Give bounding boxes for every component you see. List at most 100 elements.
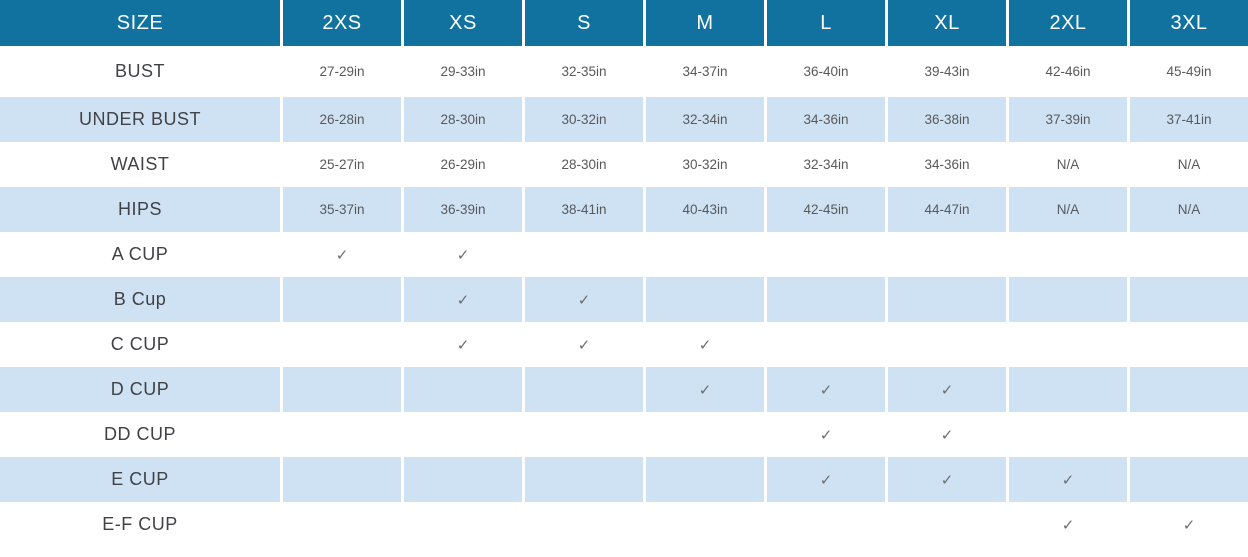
check-cell: ✓ (888, 367, 1006, 412)
check-cell (1009, 277, 1127, 322)
table-cell: 27-29in (283, 46, 401, 97)
table-row-bust: BUST 27-29in 29-33in 32-35in 34-37in 36-… (0, 46, 1248, 97)
check-cell (646, 412, 764, 457)
table-row-e-cup: E CUP ✓ ✓ ✓ (0, 457, 1248, 502)
check-cell: ✓ (404, 232, 522, 277)
check-cell (525, 367, 643, 412)
check-cell (525, 412, 643, 457)
check-cell (767, 277, 885, 322)
table-cell: 28-30in (525, 142, 643, 187)
check-cell: ✓ (404, 322, 522, 367)
table-cell: 42-45in (767, 187, 885, 232)
check-cell (283, 502, 401, 547)
check-cell (283, 277, 401, 322)
check-cell (767, 502, 885, 547)
table-cell: 35-37in (283, 187, 401, 232)
check-cell (646, 277, 764, 322)
check-cell: ✓ (1130, 502, 1248, 547)
row-label: E-F CUP (0, 502, 280, 547)
table-cell: 30-32in (646, 142, 764, 187)
table-cell: 25-27in (283, 142, 401, 187)
table-cell: 45-49in (1130, 46, 1248, 97)
check-cell: ✓ (1009, 502, 1127, 547)
check-cell (646, 457, 764, 502)
check-cell (888, 232, 1006, 277)
header-size-s: S (525, 0, 643, 46)
header-size-xl: XL (888, 0, 1006, 46)
row-label: UNDER BUST (0, 97, 280, 142)
check-cell (888, 502, 1006, 547)
table-cell: N/A (1009, 187, 1127, 232)
check-cell (1130, 277, 1248, 322)
table-cell: 26-29in (404, 142, 522, 187)
check-cell (1130, 322, 1248, 367)
table-row-a-cup: A CUP ✓ ✓ (0, 232, 1248, 277)
check-cell (404, 457, 522, 502)
check-cell (283, 367, 401, 412)
table-cell: 29-33in (404, 46, 522, 97)
check-cell (404, 367, 522, 412)
header-size-3xl: 3XL (1130, 0, 1248, 46)
row-label: WAIST (0, 142, 280, 187)
check-cell (1130, 367, 1248, 412)
row-label: D CUP (0, 367, 280, 412)
table-cell: 32-34in (646, 97, 764, 142)
table-cell: N/A (1130, 187, 1248, 232)
table-cell: 36-40in (767, 46, 885, 97)
size-chart-header-row: SIZE 2XS XS S M L XL 2XL 3XL (0, 0, 1248, 46)
table-row-c-cup: C CUP ✓ ✓ ✓ (0, 322, 1248, 367)
row-label: DD CUP (0, 412, 280, 457)
check-cell (283, 457, 401, 502)
row-label: A CUP (0, 232, 280, 277)
check-cell (1130, 412, 1248, 457)
check-cell (888, 322, 1006, 367)
check-cell: ✓ (767, 457, 885, 502)
table-cell: N/A (1009, 142, 1127, 187)
check-cell (525, 232, 643, 277)
header-size-label: SIZE (0, 0, 280, 46)
check-cell: ✓ (283, 232, 401, 277)
check-cell: ✓ (767, 367, 885, 412)
table-cell: 37-41in (1130, 97, 1248, 142)
table-cell: 44-47in (888, 187, 1006, 232)
check-cell: ✓ (404, 277, 522, 322)
row-label: B Cup (0, 277, 280, 322)
check-cell: ✓ (888, 457, 1006, 502)
check-cell (404, 412, 522, 457)
check-cell (1130, 457, 1248, 502)
header-size-xs: XS (404, 0, 522, 46)
row-label: BUST (0, 46, 280, 97)
table-row-hips: HIPS 35-37in 36-39in 38-41in 40-43in 42-… (0, 187, 1248, 232)
header-size-m: M (646, 0, 764, 46)
table-cell: 40-43in (646, 187, 764, 232)
check-cell (404, 502, 522, 547)
row-label: HIPS (0, 187, 280, 232)
check-cell: ✓ (767, 412, 885, 457)
table-cell: N/A (1130, 142, 1248, 187)
table-cell: 32-35in (525, 46, 643, 97)
check-cell (1009, 232, 1127, 277)
table-cell: 34-37in (646, 46, 764, 97)
table-cell: 42-46in (1009, 46, 1127, 97)
check-cell (1009, 367, 1127, 412)
table-row-dd-cup: DD CUP ✓ ✓ (0, 412, 1248, 457)
check-cell (1130, 232, 1248, 277)
check-cell: ✓ (525, 277, 643, 322)
header-size-l: L (767, 0, 885, 46)
check-cell: ✓ (646, 322, 764, 367)
table-cell: 39-43in (888, 46, 1006, 97)
check-cell (283, 322, 401, 367)
table-cell: 38-41in (525, 187, 643, 232)
table-cell: 28-30in (404, 97, 522, 142)
check-cell (888, 277, 1006, 322)
check-cell (646, 502, 764, 547)
check-cell: ✓ (525, 322, 643, 367)
table-row-under-bust: UNDER BUST 26-28in 28-30in 30-32in 32-34… (0, 97, 1248, 142)
table-cell: 32-34in (767, 142, 885, 187)
check-cell: ✓ (888, 412, 1006, 457)
table-row-waist: WAIST 25-27in 26-29in 28-30in 30-32in 32… (0, 142, 1248, 187)
table-cell: 34-36in (888, 142, 1006, 187)
table-cell: 34-36in (767, 97, 885, 142)
header-size-2xl: 2XL (1009, 0, 1127, 46)
row-label: E CUP (0, 457, 280, 502)
